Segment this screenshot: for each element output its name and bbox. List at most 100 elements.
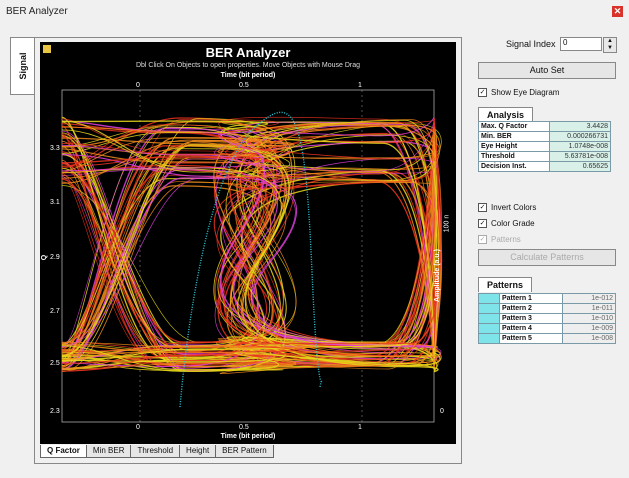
y-tick-right: 0 <box>440 408 444 415</box>
eye-trace <box>61 123 435 368</box>
tab-patterns[interactable]: Patterns <box>478 277 533 292</box>
properties-icon[interactable] <box>43 45 51 53</box>
analysis-key: Threshold <box>478 151 550 162</box>
analysis-value[interactable]: 3.4428 <box>549 121 611 132</box>
y-tick-left: 2.9 <box>50 254 60 261</box>
analysis-value[interactable]: 5.63781e-008 <box>549 151 611 162</box>
show-eye-label: Show Eye Diagram <box>491 88 560 97</box>
x-tick-top: 0.5 <box>239 82 249 89</box>
y-tick-left: 2.5 <box>50 360 60 367</box>
pattern-value: 1e-010 <box>562 313 616 324</box>
tab-threshold[interactable]: Threshold <box>130 445 181 458</box>
y-axis-label-left: Q <box>41 254 49 261</box>
signal-index-label: Signal Index <box>506 39 556 49</box>
analysis-key: Decision Inst. <box>478 161 550 172</box>
check-icon: ✓ <box>478 219 487 228</box>
y-tick-left: 3.1 <box>50 199 60 206</box>
analysis-value[interactable]: 1.0748e-008 <box>549 141 611 152</box>
check-icon: ✓ <box>478 203 487 212</box>
calculate-patterns-button[interactable]: Calculate Patterns <box>478 249 616 266</box>
invert-colors-label: Invert Colors <box>491 203 537 212</box>
y-tick-right: 100 n <box>443 214 451 233</box>
analysis-key: Min. BER <box>478 131 550 142</box>
analysis-row: Max. Q Factor 3.4428 <box>478 121 611 132</box>
pattern-color-swatch[interactable] <box>478 333 500 344</box>
eye-trace <box>61 174 435 348</box>
eye-trace <box>61 142 436 348</box>
pattern-name: Pattern 3 <box>499 313 563 324</box>
analysis-row: Min. BER 0.000266731 <box>478 131 611 142</box>
patterns-checkbox[interactable]: ✓ Patterns <box>478 235 521 244</box>
eye-trace <box>61 144 439 373</box>
x-tick-bottom: 0.5 <box>239 424 249 431</box>
pattern-value: 1e-008 <box>562 333 616 344</box>
eye-trace <box>61 116 435 172</box>
pattern-color-swatch[interactable] <box>478 323 500 334</box>
pattern-name: Pattern 1 <box>499 293 563 304</box>
eye-trace <box>61 120 435 358</box>
y-tick-left: 2.7 <box>50 308 60 315</box>
eye-trace <box>61 141 438 363</box>
tab-signal-label: Signal <box>18 52 28 80</box>
analysis-table: Max. Q Factor 3.4428 Min. BER 0.000266731 Ey… <box>478 121 611 172</box>
pattern-color-swatch[interactable] <box>478 303 500 314</box>
eye-trace <box>61 345 436 373</box>
pattern-color-swatch[interactable] <box>478 293 500 304</box>
window-title: BER Analyzer <box>6 6 68 17</box>
x-axis-title-bottom: Time (bit period) <box>220 433 276 440</box>
invert-colors-checkbox[interactable]: ✓ Invert Colors <box>478 203 536 212</box>
analysis-key: Max. Q Factor <box>478 121 550 132</box>
pattern-row[interactable]: Pattern 4 1e-009 <box>478 323 616 334</box>
eye-trace <box>61 118 435 178</box>
analysis-row: Decision Inst. 0.65625 <box>478 161 611 172</box>
pattern-row[interactable]: Pattern 5 1e-008 <box>478 333 616 344</box>
x-tick-bottom: 0 <box>136 424 140 431</box>
show-eye-checkbox[interactable]: ✓ Show Eye Diagram <box>478 88 559 97</box>
q-factor-curve <box>179 111 323 408</box>
color-grade-label: Color Grade <box>491 219 535 228</box>
analysis-row: Threshold 5.63781e-008 <box>478 151 611 162</box>
pattern-row[interactable]: Pattern 3 1e-010 <box>478 313 616 324</box>
x-tick-top: 0 <box>136 82 140 89</box>
pattern-value: 1e-012 <box>562 293 616 304</box>
tab-signal[interactable]: Signal <box>10 37 35 95</box>
eye-trace <box>61 142 436 358</box>
eye-trace <box>61 158 435 364</box>
signal-index-stepper[interactable]: ▲ ▼ <box>603 37 617 53</box>
pattern-value: 1e-009 <box>562 323 616 334</box>
analysis-key: Eye Height <box>478 141 550 152</box>
eye-diagram-plot[interactable]: BER Analyzer Dbl Click On Objects to ope… <box>40 42 456 444</box>
eye-trace <box>61 347 441 367</box>
eye-trace <box>61 118 435 350</box>
eye-diagram-canvas <box>61 89 443 423</box>
eye-trace <box>61 120 436 348</box>
pattern-name: Pattern 2 <box>499 303 563 314</box>
eye-trace <box>61 170 435 370</box>
eye-trace <box>61 124 441 179</box>
y-axis-label-right: Amplitude (a.u.) <box>434 249 442 302</box>
auto-set-button[interactable]: Auto Set <box>478 62 616 79</box>
tab-q-factor[interactable]: Q Factor <box>40 445 87 458</box>
pattern-row[interactable]: Pattern 2 1e-011 <box>478 303 616 314</box>
analysis-value[interactable]: 0.65625 <box>549 161 611 172</box>
tab-ber-pattern[interactable]: BER Pattern <box>215 445 274 458</box>
pattern-name: Pattern 5 <box>499 333 563 344</box>
analysis-value[interactable]: 0.000266731 <box>549 131 611 142</box>
signal-index-input[interactable]: 0 <box>560 37 602 51</box>
check-icon: ✓ <box>478 235 487 244</box>
tab-height[interactable]: Height <box>179 445 217 458</box>
check-icon: ✓ <box>478 88 487 97</box>
plot-tabs: Q Factor Min BER Threshold Height BER Pa… <box>40 445 274 459</box>
eye-trace <box>61 119 439 356</box>
pattern-color-swatch[interactable] <box>478 313 500 324</box>
color-grade-checkbox[interactable]: ✓ Color Grade <box>478 219 535 228</box>
eye-trace <box>61 128 435 372</box>
tab-min-ber[interactable]: Min BER <box>85 445 132 458</box>
x-tick-bottom: 1 <box>358 424 362 431</box>
plot-subtitle: Dbl Click On Objects to open properties.… <box>135 62 361 69</box>
pattern-row[interactable]: Pattern 1 1e-012 <box>478 293 616 304</box>
tab-analysis[interactable]: Analysis <box>478 107 534 122</box>
close-icon[interactable]: ✕ <box>612 6 623 17</box>
pattern-name: Pattern 4 <box>499 323 563 334</box>
